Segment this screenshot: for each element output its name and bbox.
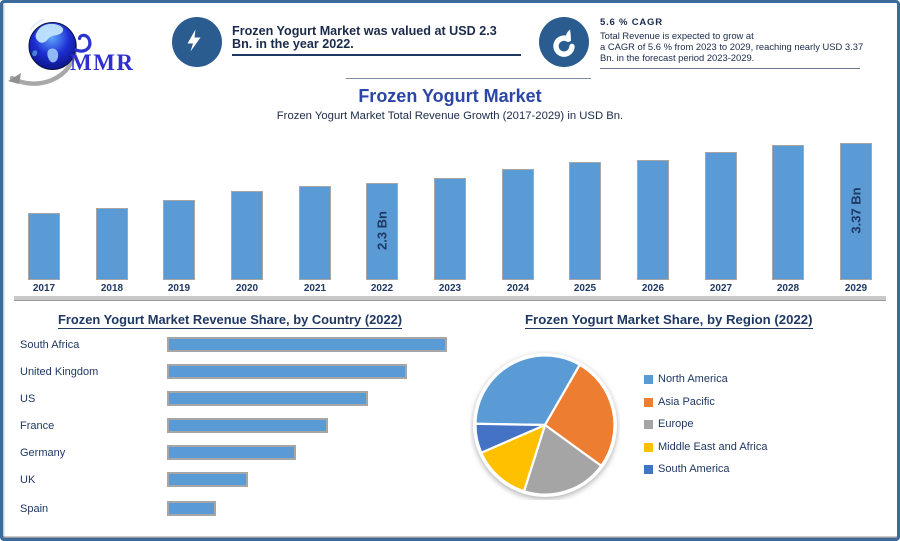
svg-text:MMR: MMR [70, 50, 135, 75]
